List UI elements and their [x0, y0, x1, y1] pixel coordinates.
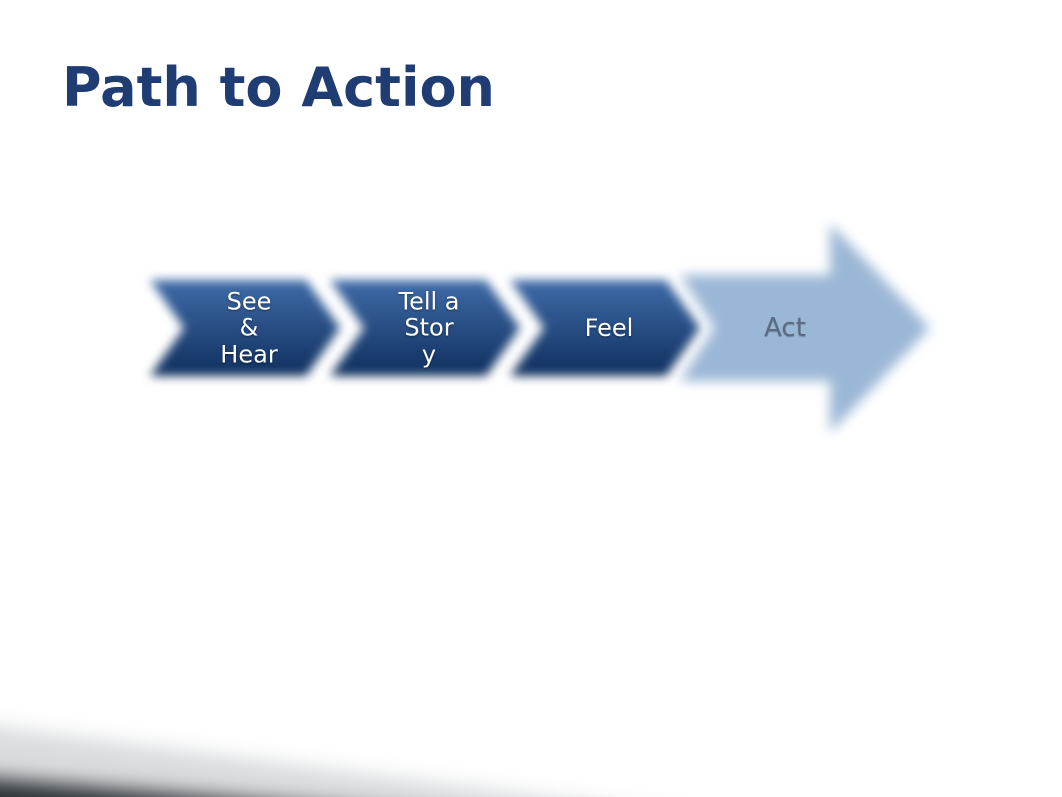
flow-final-label: Act	[764, 313, 806, 343]
footer-swoosh	[0, 597, 820, 797]
footer-light-shape	[0, 717, 700, 797]
footer-dark-shape	[0, 772, 740, 797]
slide-title: Path to Action	[62, 56, 495, 119]
flow-chevron-label: See&Hear	[189, 288, 309, 367]
flow-chevron-label: Tell aStory	[369, 288, 489, 367]
flow-chevron-label: Feel	[549, 315, 669, 341]
